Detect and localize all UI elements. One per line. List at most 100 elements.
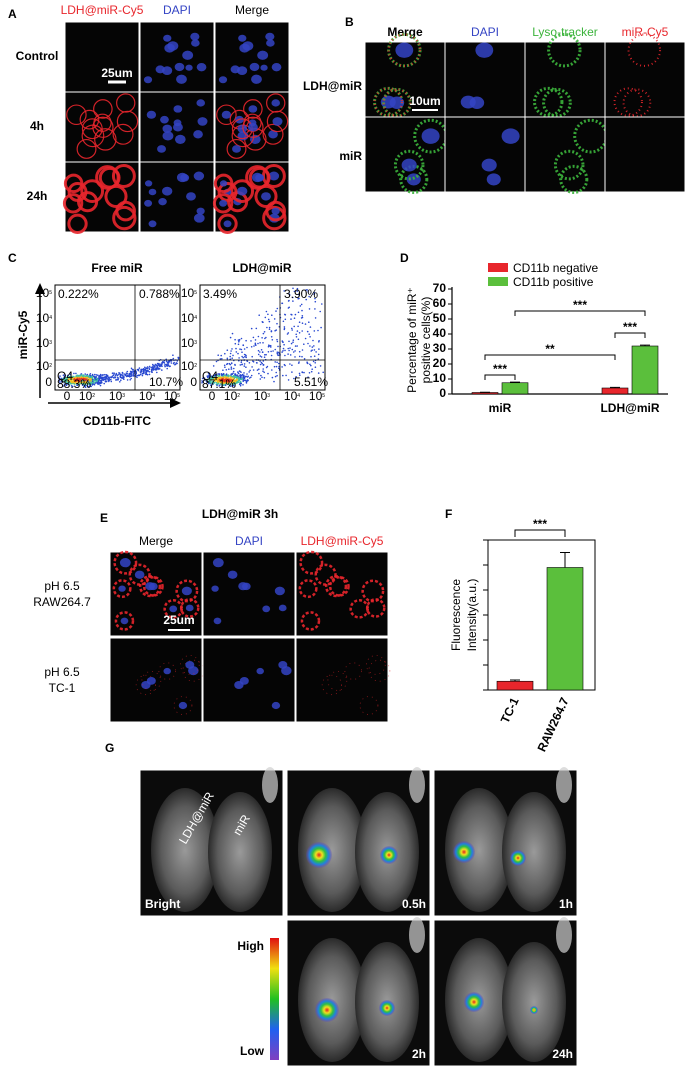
cell-signal: [254, 184, 278, 208]
quadrant-label: 87.1%: [202, 377, 236, 391]
mouse-tail: [409, 917, 425, 953]
event-dot: [156, 362, 159, 365]
event-dot: [262, 364, 265, 366]
event-dot: [266, 365, 269, 368]
event-dot: [262, 332, 265, 335]
event-dot: [271, 339, 274, 341]
event-dot: [274, 375, 277, 378]
event-dot: [157, 368, 159, 371]
event-dot: [292, 287, 294, 290]
event-dot: [313, 345, 315, 347]
event-dot: [154, 369, 157, 371]
significance-label: ***: [493, 362, 507, 376]
column-header: LDH@miR-Cy5: [61, 3, 144, 17]
event-dot: [154, 367, 157, 369]
event-dot: [165, 363, 167, 366]
event-dot: [112, 374, 114, 377]
nucleus: [146, 677, 156, 685]
nucleus: [190, 32, 200, 41]
event-dot: [206, 378, 209, 381]
nucleus: [185, 64, 193, 71]
event-dot: [65, 384, 68, 387]
event-dot: [252, 369, 255, 371]
nucleus: [174, 134, 186, 144]
event-dot: [237, 352, 239, 355]
event-dot: [297, 311, 300, 314]
event-dot: [314, 297, 316, 300]
y-tick-label: 20: [433, 356, 447, 370]
event-dot: [265, 310, 268, 313]
micrograph: [202, 637, 296, 723]
mouse-body: [502, 942, 566, 1062]
bar: [496, 680, 534, 691]
event-dot: [222, 382, 224, 384]
significance-label: ***: [533, 517, 547, 531]
event-dot: [203, 377, 206, 379]
event-dot: [64, 376, 67, 379]
micrograph: [64, 21, 140, 93]
event-dot: [294, 345, 297, 347]
event-dot: [85, 380, 88, 382]
tick-label: 0: [45, 375, 52, 389]
event-dot: [297, 362, 300, 364]
event-dot: [123, 378, 125, 381]
event-dot: [221, 384, 224, 386]
tick-base: 10: [181, 336, 195, 350]
nucleus: [237, 124, 248, 133]
event-dot: [95, 374, 98, 376]
event-dot: [278, 367, 280, 370]
cell-signal: [158, 662, 176, 680]
nucleus: [181, 586, 192, 596]
event-dot: [293, 377, 295, 380]
event-dot: [226, 380, 229, 382]
cell-signal: [300, 611, 321, 631]
event-dot: [159, 368, 161, 370]
event-dot: [234, 373, 237, 375]
significance-label: ***: [623, 320, 637, 334]
event-dot: [67, 382, 69, 384]
error-bar: [610, 386, 620, 388]
cell-signal: [212, 193, 234, 214]
nucleus: [218, 76, 228, 84]
luminescence: [464, 992, 484, 1012]
event-dot: [59, 375, 61, 377]
event-dot: [297, 338, 300, 341]
event-dot: [77, 382, 79, 385]
event-dot: [234, 338, 236, 341]
event-dot: [294, 350, 296, 352]
micrograph: [604, 41, 685, 118]
event-dot: [297, 325, 299, 328]
mouse-body: [151, 788, 219, 912]
event-dot: [314, 362, 317, 364]
event-dot: [262, 360, 265, 362]
event-dot: [309, 345, 311, 347]
event-dot: [160, 363, 163, 366]
event-dot: [234, 382, 237, 385]
event-dot: [67, 383, 70, 386]
y-tick-label: 70: [433, 281, 447, 295]
event-dot: [84, 378, 87, 380]
event-dot: [241, 355, 243, 358]
event-dot: [88, 379, 91, 381]
event-dot: [87, 380, 89, 383]
event-dot: [303, 343, 305, 346]
nucleus: [196, 207, 205, 215]
event-dot: [225, 374, 228, 376]
nucleus: [119, 558, 131, 568]
event-dot: [248, 362, 251, 364]
event-dot: [129, 379, 131, 381]
cell-signal: [112, 579, 132, 599]
event-dot: [239, 378, 241, 381]
frame-label: 0.5h: [402, 897, 426, 911]
event-dot: [237, 371, 239, 373]
event-dot: [306, 330, 309, 333]
event-dot: [287, 347, 290, 350]
panel-title: LDH@miR 3h: [202, 507, 278, 521]
event-dot: [237, 381, 240, 384]
event-dot: [250, 376, 252, 379]
event-dot: [244, 356, 246, 358]
event-dot: [264, 354, 266, 356]
event-dot: [290, 342, 293, 345]
event-dot: [137, 368, 140, 371]
mouse-body: [298, 788, 366, 912]
